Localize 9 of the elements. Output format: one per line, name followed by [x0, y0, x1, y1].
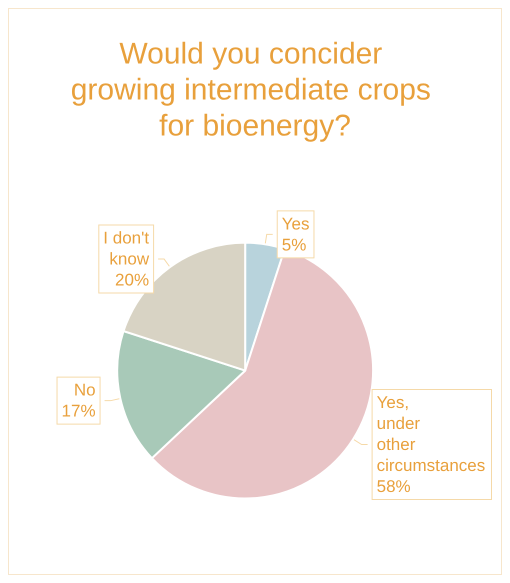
slice-label: Yes, under other circumstances: [376, 393, 486, 475]
data-label: 17%: [62, 402, 96, 421]
data-label: 5%: [282, 235, 306, 254]
slice-label: Yes: [282, 214, 310, 234]
chart-title: Would you concider growing intermediate crops for bioenergy?: [70, 38, 440, 142]
slice-label: I don't know: [103, 228, 150, 269]
slice-label: No: [74, 380, 96, 400]
data-label: 20%: [115, 270, 150, 290]
data-label: 58%: [376, 477, 411, 496]
